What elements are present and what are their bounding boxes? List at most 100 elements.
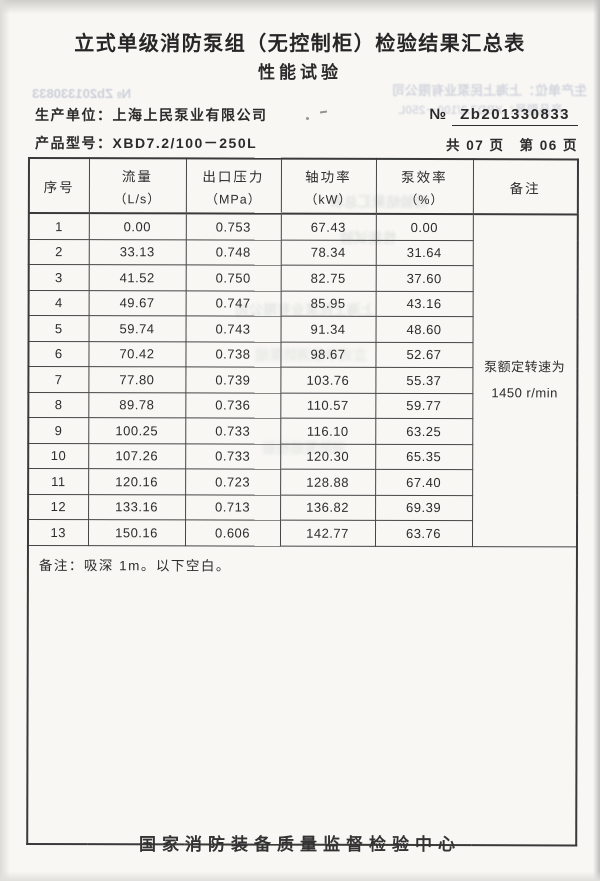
cell-flow: 0.00	[88, 213, 186, 240]
cell-flow: 150.16	[87, 519, 186, 546]
cell-flow: 89.78	[88, 392, 186, 418]
header-efficiency-name: 泵效率	[401, 169, 448, 185]
cell-pressure: 0.738	[185, 341, 281, 368]
cell-efficiency: 63.76	[374, 520, 473, 547]
cell-flow: 107.26	[88, 443, 186, 469]
scan-edge	[593, 0, 600, 881]
header-flow-name: 流量	[121, 168, 153, 184]
cell-pressure: 0.750	[185, 264, 281, 291]
cell-flow: 100.25	[88, 417, 186, 444]
scan-edge	[0, 871, 600, 881]
header-pressure: 出口压力 （MPa）	[185, 158, 281, 214]
producer-label: 生产单位：	[35, 107, 113, 123]
cell-efficiency: 37.60	[375, 265, 473, 292]
cell-pressure: 0.733	[185, 443, 281, 470]
note-cell: 备注：吸深 1m。以下空白。	[27, 545, 577, 845]
serial-line: № Zb201330833	[429, 106, 578, 126]
cell-power: 110.57	[280, 392, 376, 419]
cell-power: 128.88	[280, 469, 376, 495]
remark-line-2: 1450 r/min	[491, 385, 558, 401]
cell-flow: 33.13	[88, 239, 186, 265]
bleed-through-text: № Zb201330833	[32, 86, 132, 101]
note-row: 备注：吸深 1m。以下空白。	[27, 545, 577, 845]
cell-power: 136.82	[280, 494, 376, 521]
header-pressure-name: 出口压力	[202, 168, 265, 185]
cell-pressure: 0.713	[185, 494, 281, 521]
cell-pressure: 0.753	[185, 213, 281, 240]
serial-number: Zb201330833	[452, 106, 578, 126]
header-power-name: 轴功率	[305, 169, 352, 185]
report-subtitle: 性能试验	[258, 63, 342, 82]
cell-pressure: 0.739	[185, 366, 281, 393]
page-info: 共 07 页 第 06 页	[445, 138, 578, 153]
cell-flow: 133.16	[88, 494, 186, 520]
table-header-row: 序号 流量 （L/s） 出口压力 （MPa） 轴功率 （kW） 泵效率 （%） …	[28, 158, 578, 215]
report-title: 立式单级消防泵组（无控制柜）检验结果汇总表	[74, 33, 526, 55]
header-index: 序号	[28, 158, 89, 214]
cell-index: 12	[28, 494, 89, 520]
cell-power: 85.95	[280, 290, 376, 317]
cell-efficiency: 69.39	[375, 494, 473, 521]
cell-power: 103.76	[280, 367, 376, 393]
cell-efficiency: 63.25	[375, 418, 473, 445]
cell-pressure: 0.747	[185, 290, 281, 317]
cell-pressure: 0.723	[185, 468, 281, 495]
model-label: 产品型号：	[35, 135, 113, 151]
table-row: 1 0.00 0.753 67.43 0.00 泵额定转速为 1450 r/mi…	[28, 213, 578, 547]
cell-flow: 49.67	[88, 290, 186, 316]
cell-flow: 59.74	[88, 315, 186, 342]
model-value: XBD7.2/100－250L	[112, 135, 258, 151]
cell-pressure: 0.736	[185, 392, 281, 419]
header-flow-unit: （L/s）	[114, 191, 161, 206]
cell-power: 116.10	[280, 418, 376, 444]
cell-flow: 41.52	[88, 264, 186, 291]
cell-power: 67.43	[280, 213, 376, 240]
cell-pressure: 0.606	[184, 519, 281, 546]
cell-index: 9	[28, 417, 89, 444]
cell-index: 4	[28, 290, 89, 316]
header-power: 轴功率 （kW）	[280, 158, 376, 214]
producer-value: 上海上民泵业有限公司	[112, 107, 268, 123]
cell-power: 82.75	[280, 265, 376, 291]
cell-power: 91.34	[280, 316, 376, 342]
cell-efficiency: 31.64	[375, 239, 473, 266]
cell-efficiency: 65.35	[375, 443, 473, 470]
scan-edge	[0, 0, 600, 14]
cell-flow: 70.42	[88, 341, 186, 367]
cell-index: 5	[28, 315, 89, 342]
producer-line: 生产单位：上海上民泵业有限公司	[35, 105, 268, 125]
results-table: 序号 流量 （L/s） 出口压力 （MPa） 轴功率 （kW） 泵效率 （%） …	[26, 157, 579, 846]
cell-index: 6	[28, 341, 89, 367]
cell-index: 8	[28, 392, 89, 418]
scan-noise	[306, 117, 309, 120]
remark-line-1: 泵额定转速为	[484, 359, 566, 375]
cell-efficiency: 59.77	[375, 392, 473, 419]
header-efficiency-unit: （%）	[404, 192, 444, 207]
header-flow: 流量 （L/s）	[88, 158, 186, 214]
cell-power: 98.67	[280, 341, 376, 368]
cell-pressure: 0.733	[185, 417, 281, 444]
cell-efficiency: 43.16	[375, 290, 473, 317]
cell-efficiency: 67.40	[375, 469, 473, 496]
cell-power: 78.34	[280, 239, 376, 266]
header-pressure-unit: （MPa）	[205, 191, 262, 207]
inspection-center-name: 国家消防装备质量监督检验中心	[139, 835, 461, 854]
cell-efficiency: 52.67	[375, 341, 473, 368]
remark-merged-cell: 泵额定转速为 1450 r/min	[471, 214, 578, 547]
cell-index: 1	[28, 213, 89, 240]
cell-pressure: 0.748	[185, 239, 281, 266]
scan-edge	[0, 0, 10, 881]
header-efficiency: 泵效率 （%）	[375, 158, 473, 215]
scan-noise	[319, 110, 328, 114]
cell-pressure: 0.743	[185, 315, 281, 342]
header-power-unit: （kW）	[304, 192, 352, 207]
cell-index: 7	[28, 366, 89, 393]
cell-index: 3	[28, 264, 89, 291]
header-remark: 备注	[472, 159, 578, 215]
numero-sign: №	[429, 106, 447, 123]
cell-power: 142.77	[279, 520, 376, 546]
cell-flow: 120.16	[88, 468, 186, 495]
cell-index: 13	[27, 519, 89, 546]
cell-power: 120.30	[280, 443, 376, 470]
